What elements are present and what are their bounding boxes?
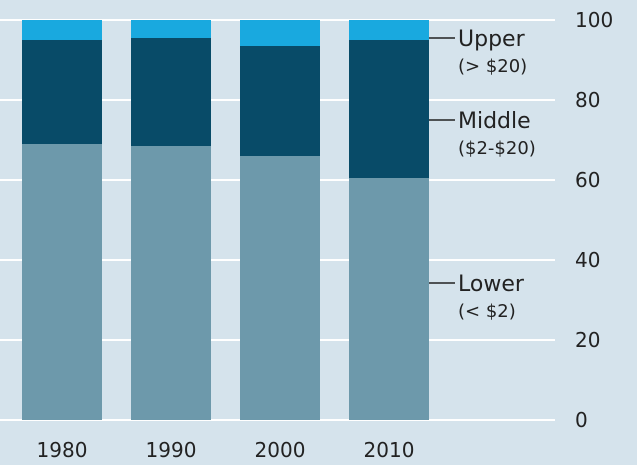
bar-middle-2000 [240,46,320,156]
bar-upper-1990 [131,20,211,38]
bar-upper-2000 [240,20,320,46]
bars [22,20,429,420]
legend-label-lower: Lower [458,272,525,297]
x-tick-label-2000: 2000 [255,438,306,462]
x-tick-label-2010: 2010 [364,438,415,462]
bar-lower-1980 [22,144,102,420]
y-tick-label-20: 20 [575,328,600,352]
y-tick-label-60: 60 [575,168,600,192]
legend-range-lower: (< $2) [458,301,516,322]
y-tick-label-0: 0 [575,408,588,432]
y-tick-label-100: 100 [575,8,613,32]
x-axis-labels: 1980 1990 2000 2010 [37,438,415,462]
bar-middle-2010 [349,40,429,178]
bar-middle-1980 [22,40,102,144]
bar-lower-2010 [349,178,429,420]
bar-middle-1990 [131,38,211,146]
bar-upper-2010 [349,20,429,40]
legend-range-middle: ($2-$20) [458,138,536,159]
y-tick-label-80: 80 [575,88,600,112]
legend-label-upper: Upper [458,27,526,52]
y-tick-label-40: 40 [575,248,600,272]
x-tick-label-1980: 1980 [37,438,88,462]
y-axis: 0 20 40 60 80 100 [575,8,613,432]
legend-range-upper: (> $20) [458,56,527,77]
legend-label-middle: Middle [458,109,531,134]
bar-upper-1980 [22,20,102,40]
bar-lower-2000 [240,156,320,420]
series-labels: Lower (< $2) Middle ($2-$20) Upper (> $20) [429,27,536,322]
x-tick-label-1990: 1990 [146,438,197,462]
bar-lower-1990 [131,146,211,420]
